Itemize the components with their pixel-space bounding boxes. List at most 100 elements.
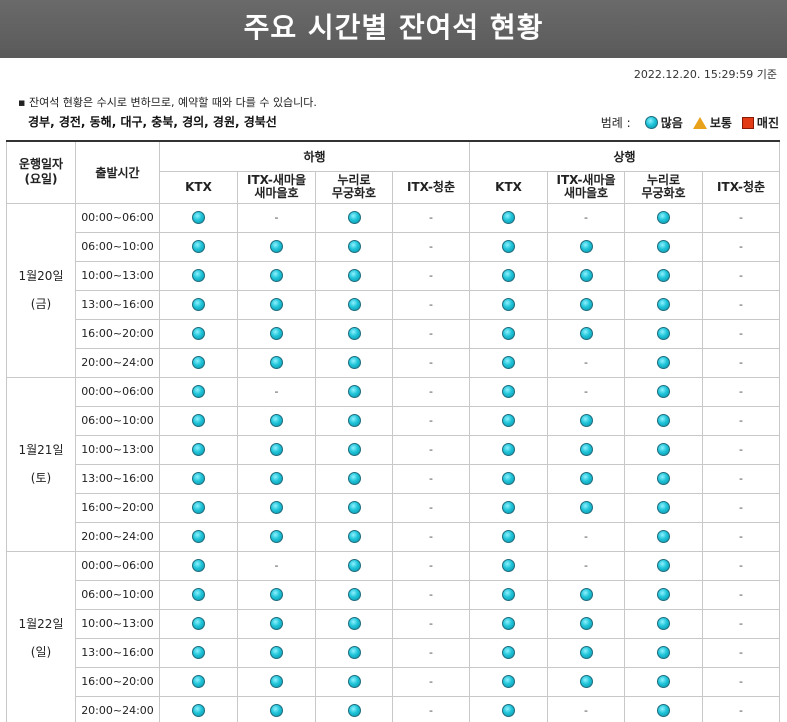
status-cell bbox=[159, 463, 238, 494]
status-cell-none: - bbox=[391, 231, 471, 262]
status-cell bbox=[159, 347, 238, 378]
many-seats-icon bbox=[502, 443, 516, 457]
status-cell bbox=[315, 637, 393, 668]
status-cell bbox=[159, 231, 238, 262]
status-cell bbox=[624, 260, 704, 291]
table-row: 10:00~13:00 - - bbox=[7, 260, 781, 291]
status-cell-none: - bbox=[391, 289, 471, 320]
status-cell bbox=[159, 666, 238, 697]
page-title: 주요 시간별 잔여석 현황 bbox=[0, 0, 787, 58]
many-seats-icon bbox=[270, 327, 283, 341]
many-seats-icon bbox=[192, 704, 205, 718]
notice-text: ▪ 잔여석 현황은 수시로 변하므로, 예약할 때와 다를 수 있습니다. bbox=[18, 96, 317, 109]
many-seats-icon bbox=[347, 269, 361, 283]
weekday-label: (금) bbox=[30, 297, 52, 311]
status-cell bbox=[315, 260, 393, 291]
many-seats-icon bbox=[657, 646, 671, 660]
many-seats-icon bbox=[192, 559, 205, 573]
status-cell bbox=[469, 376, 549, 407]
many-seats-icon bbox=[644, 116, 658, 129]
status-cell bbox=[469, 405, 549, 436]
many-seats-icon bbox=[192, 501, 205, 515]
status-cell bbox=[547, 260, 626, 291]
many-seats-icon bbox=[347, 501, 361, 515]
train-header-ktx: KTX bbox=[469, 170, 549, 204]
many-seats-icon bbox=[347, 588, 361, 602]
time-slot: 16:00~20:00 bbox=[75, 318, 160, 349]
status-cell-none: - bbox=[237, 202, 316, 233]
date-label: 1월22일 bbox=[18, 617, 64, 631]
many-seats-icon bbox=[347, 530, 361, 544]
status-cell-none: - bbox=[391, 434, 471, 465]
many-seats-icon bbox=[502, 559, 516, 573]
many-seats-icon bbox=[347, 617, 361, 631]
status-cell bbox=[469, 289, 549, 320]
status-cell bbox=[547, 463, 626, 494]
status-cell bbox=[159, 695, 238, 722]
many-seats-icon bbox=[192, 472, 205, 486]
route-list: 경부, 경전, 동해, 대구, 충북, 경의, 경원, 경북선 bbox=[28, 115, 277, 129]
status-cell-none: - bbox=[237, 550, 316, 581]
status-cell bbox=[237, 347, 316, 378]
many-seats-icon bbox=[502, 240, 516, 254]
status-cell bbox=[469, 492, 549, 523]
many-seats-icon bbox=[502, 298, 516, 312]
status-cell-none: - bbox=[702, 202, 781, 233]
status-cell bbox=[315, 434, 393, 465]
many-seats-icon bbox=[192, 298, 205, 312]
many-seats-icon bbox=[579, 501, 593, 515]
table-row: 13:00~16:00 - - bbox=[7, 289, 781, 320]
time-slot: 16:00~20:00 bbox=[75, 492, 160, 523]
status-cell-none: - bbox=[702, 231, 781, 262]
status-cell bbox=[237, 289, 316, 320]
many-seats-icon bbox=[270, 269, 283, 283]
many-seats-icon bbox=[270, 617, 283, 631]
status-cell bbox=[624, 289, 704, 320]
status-cell bbox=[624, 521, 704, 552]
date-cell: 1월20일 (금) bbox=[6, 202, 76, 378]
status-cell bbox=[624, 376, 704, 407]
status-cell bbox=[315, 231, 393, 262]
status-cell bbox=[469, 260, 549, 291]
many-seats-icon bbox=[192, 617, 205, 631]
many-seats-icon bbox=[579, 269, 593, 283]
many-seats-icon bbox=[192, 269, 205, 283]
status-cell bbox=[547, 289, 626, 320]
many-seats-icon bbox=[579, 327, 593, 341]
many-seats-icon bbox=[657, 472, 671, 486]
train-header-ktx: KTX bbox=[159, 170, 238, 204]
status-cell bbox=[237, 434, 316, 465]
status-cell-none: - bbox=[702, 695, 781, 722]
status-cell-none: - bbox=[702, 434, 781, 465]
status-cell bbox=[237, 492, 316, 523]
status-cell-none: - bbox=[702, 405, 781, 436]
status-cell-none: - bbox=[702, 260, 781, 291]
many-seats-icon bbox=[502, 588, 516, 602]
status-cell bbox=[469, 666, 549, 697]
status-cell bbox=[469, 231, 549, 262]
table-row: 13:00~16:00 - - bbox=[7, 463, 781, 494]
status-cell bbox=[469, 608, 549, 639]
sold-out-icon bbox=[741, 116, 754, 129]
status-cell bbox=[547, 492, 626, 523]
status-cell bbox=[624, 231, 704, 262]
many-seats-icon bbox=[192, 530, 205, 544]
status-cell-none: - bbox=[391, 463, 471, 494]
many-seats-icon bbox=[657, 675, 671, 689]
status-cell-none: - bbox=[702, 521, 781, 552]
status-cell-none: - bbox=[702, 579, 781, 610]
status-cell bbox=[624, 463, 704, 494]
many-seats-icon bbox=[502, 414, 516, 428]
many-seats-icon bbox=[192, 327, 205, 341]
many-seats-icon bbox=[502, 530, 516, 544]
many-seats-icon bbox=[270, 704, 283, 718]
status-cell bbox=[237, 521, 316, 552]
table-row: 16:00~20:00 - - bbox=[7, 492, 781, 523]
many-seats-icon bbox=[192, 443, 205, 457]
status-cell bbox=[547, 579, 626, 610]
many-seats-icon bbox=[270, 472, 283, 486]
many-seats-icon bbox=[657, 617, 671, 631]
many-seats-icon bbox=[657, 443, 671, 457]
status-cell bbox=[547, 666, 626, 697]
status-cell-none: - bbox=[237, 376, 316, 407]
